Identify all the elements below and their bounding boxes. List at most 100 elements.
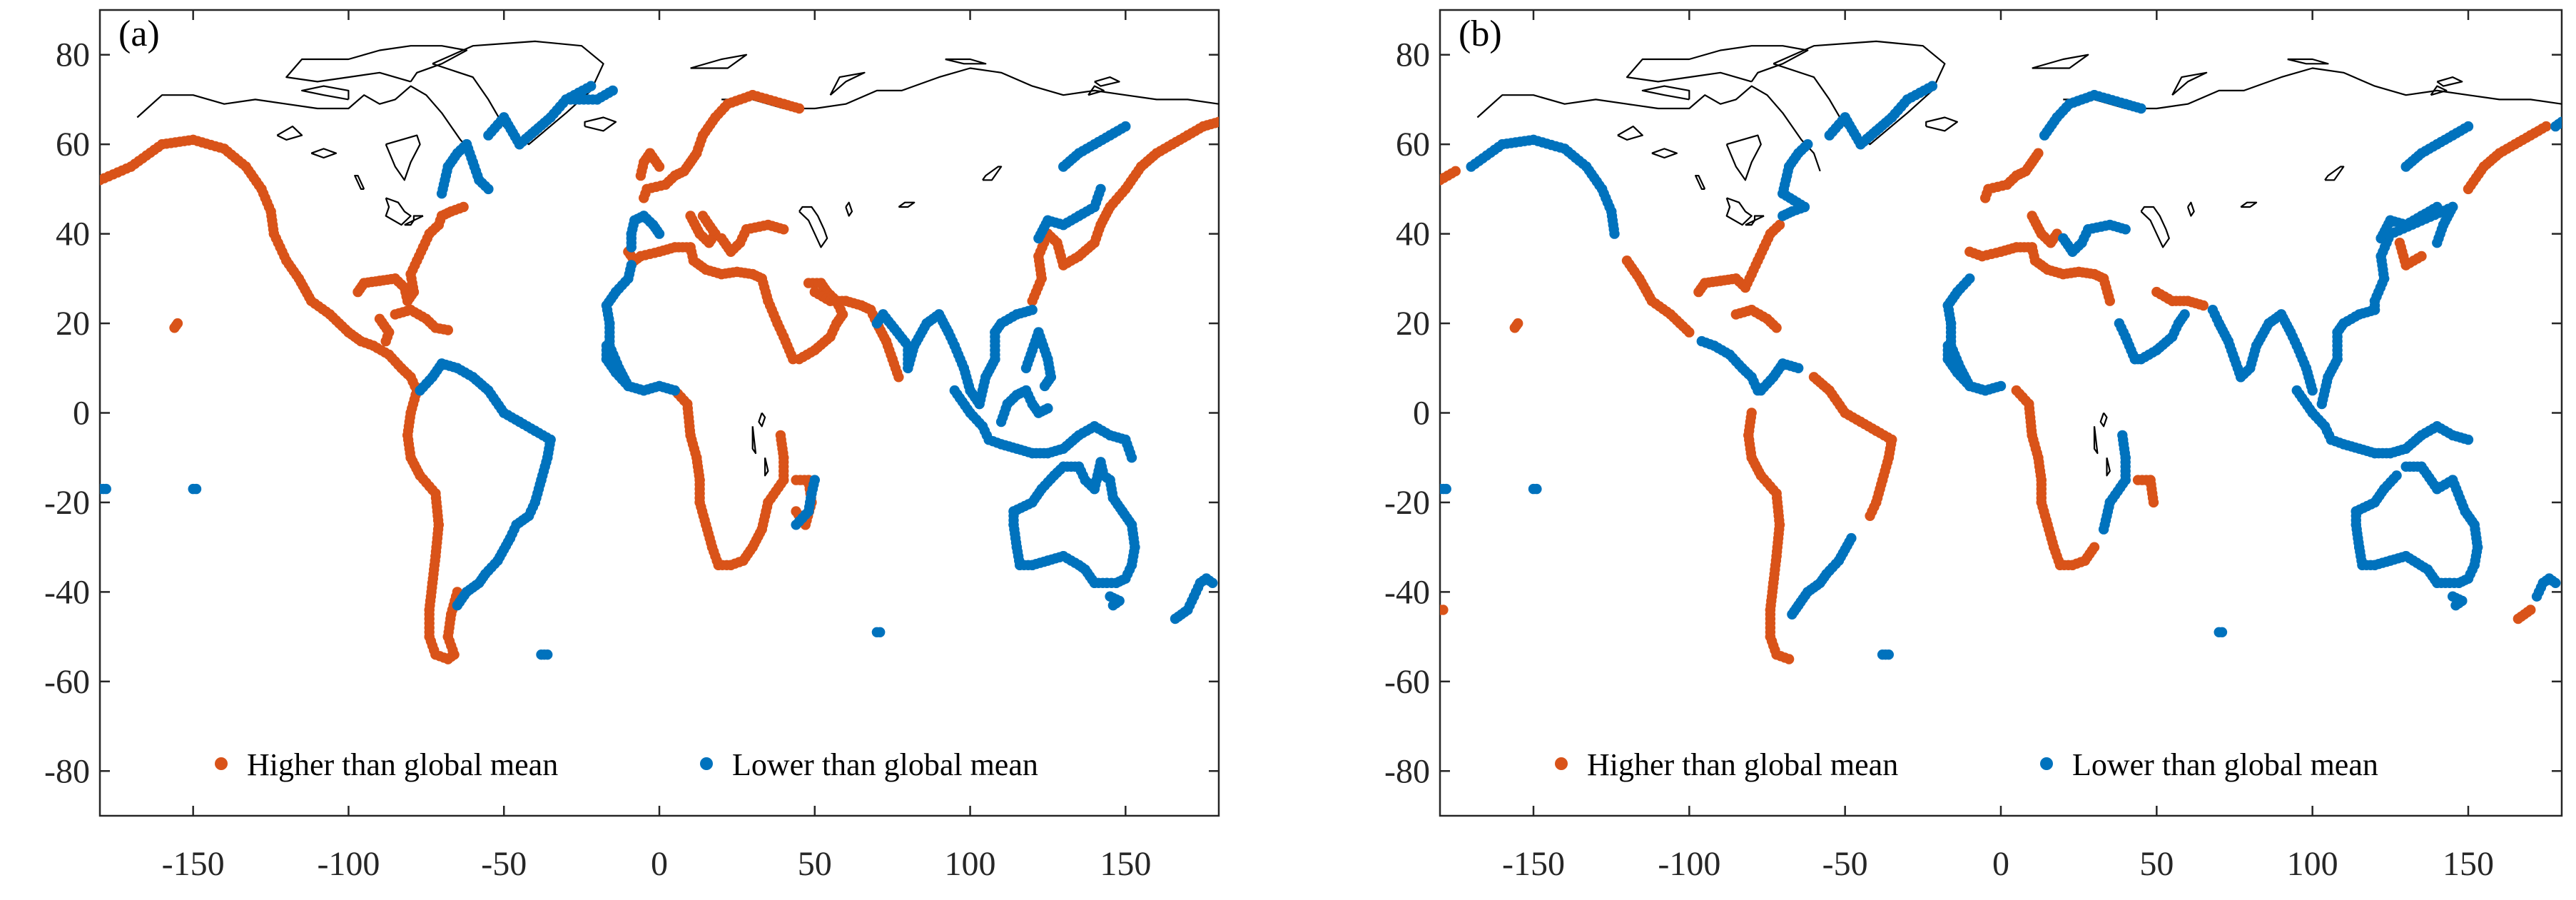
scatter-point [380,335,391,347]
legend-marker-lower [700,757,713,770]
scatter-point [1126,452,1137,463]
scatter-point [2463,121,2474,132]
scatter-point [2089,542,2100,552]
scatter-point [803,278,814,288]
legend-marker-higher [215,757,228,770]
y-tick-label: -20 [44,484,90,522]
scatter-point [1058,461,1069,472]
scatter-point [697,211,709,221]
land-outline [136,85,480,172]
land-outline [758,412,766,428]
x-tick-label: -100 [1658,845,1720,883]
scatter-point [2450,600,2461,611]
land-outline [2032,54,2089,69]
coastline-outline [1476,40,2562,477]
panel-label: (b) [1459,14,1502,54]
scatter-point [1450,166,1461,176]
scatter-point [1441,483,1451,495]
scatter-point [2416,251,2427,262]
scatter-point [2179,309,2190,320]
land-outline [2093,426,2099,455]
land-outline [2430,85,2448,96]
legend: Higher than global mean Lower than global… [215,747,1038,782]
land-outline [2324,166,2345,181]
land-outline [2099,412,2108,428]
scatter-point [654,161,665,172]
y-tick-label: 40 [56,216,90,253]
land-outline [1745,219,1756,226]
y-tick-label: 60 [56,126,90,163]
y-tick-label: 0 [73,395,90,433]
land-outline [1753,215,1765,221]
scatter-point [1609,228,1620,239]
land-outline [1087,85,1105,96]
scatter-point [809,475,821,485]
land-outline [1094,76,1120,87]
scatter-point [586,81,597,91]
y-tick-label: -20 [1384,484,1430,522]
scatter-point [2525,605,2536,615]
panel-label: (a) [118,14,160,54]
scatter-point [893,372,904,383]
scatter-point [2391,470,2402,481]
y-tick-label: 80 [1396,36,1430,74]
land-outline [2063,67,2562,110]
scatter-point [1771,323,1782,333]
scatter-point [1207,577,1218,588]
land-outline [2186,201,2195,217]
land-outline [1476,85,1821,172]
scatter-point [626,242,637,253]
scatter-point [101,483,111,495]
land-outline [751,426,757,455]
scatter-point [2216,627,2228,637]
land-outline [1651,148,1678,159]
x-tick-label: -50 [1822,845,1868,883]
plot-frame [1439,9,2563,817]
scatter-point [1877,649,1888,660]
land-outline [2106,457,2111,477]
panel-a: -150 -100 -50 0 50 100 150 -80 -60 -40 -20 0 20 40 60 8… [44,9,1220,883]
land-outline [1925,116,1958,132]
legend-label-higher: Higher than global mean [1587,747,1898,782]
scatter-point [2104,295,2115,306]
x-tick-label: 0 [651,845,668,883]
scatter-point [442,325,453,335]
land-outline [2436,76,2463,87]
legend-label-lower: Lower than global mean [2072,747,2378,782]
y-tick-label: 0 [1413,395,1430,433]
land-outline [1695,175,1706,190]
scatter-point [607,85,618,96]
scatter-point [2541,121,2552,132]
scatter-point [1043,403,1053,414]
scatter-point [458,201,469,213]
land-outline [1641,85,1690,101]
x-tick-label: -150 [1502,845,1565,883]
y-tick-label: -40 [1384,573,1430,611]
scatter-point [1865,510,1875,521]
scatter-point [1684,327,1695,338]
land-outline [385,134,421,181]
legend-label-higher: Higher than global mean [247,747,558,782]
land-outline [310,148,338,159]
scatter-point [791,506,801,517]
scatter-point [1964,273,1975,284]
land-outline [982,166,1003,181]
y-tick-label: 20 [1396,305,1430,343]
land-outline [945,58,987,65]
scatter-point [775,430,786,441]
scatter-point [2463,434,2474,445]
land-outline [584,116,617,132]
scatter-point [1995,380,2007,392]
scatter-point [1787,609,1797,620]
x-tick-label: -150 [162,845,225,883]
scatter-point [793,103,805,114]
y-tick-label: -80 [1384,752,1430,790]
land-outline [1617,126,1643,141]
scatter-point [1774,219,1785,231]
scatter-point [2136,103,2146,114]
land-outline [829,71,866,96]
land-outline [1626,45,1809,83]
land-outline [2171,71,2208,96]
scatter-point [1927,81,1938,91]
